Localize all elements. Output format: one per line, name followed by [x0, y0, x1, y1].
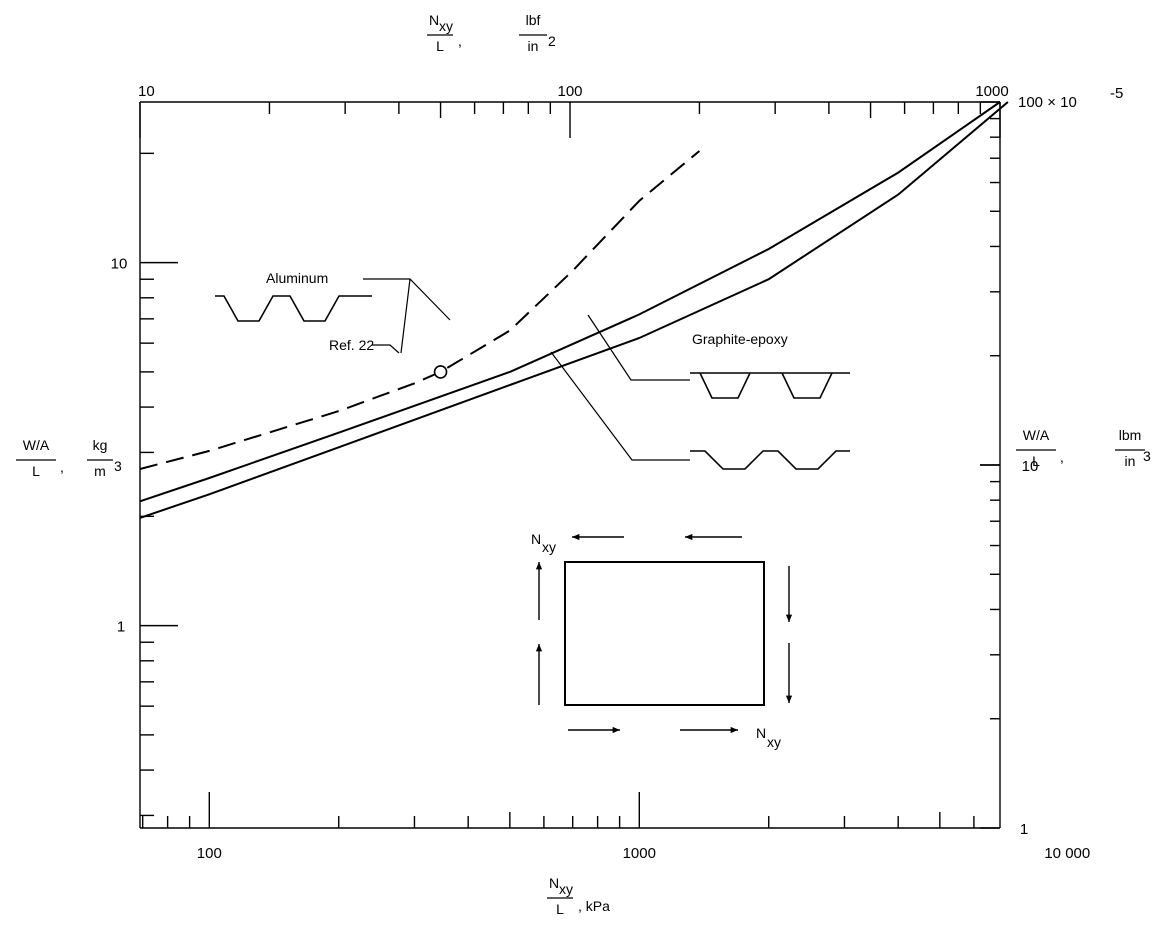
series-line-3: [139, 101, 1009, 519]
y-unit-right-num: lbm: [1119, 427, 1142, 443]
series-layer: [139, 101, 1009, 519]
shear-arrow-right-1-head: [785, 614, 793, 622]
graphite-leader-1: [587, 314, 690, 381]
right-tick-exponent: -5: [1110, 85, 1123, 102]
series-line-1: [139, 150, 701, 470]
hat-profile-2: [781, 372, 833, 399]
bottom-tick-label: 10 000: [1044, 845, 1090, 862]
x-label-top-num-sub: xy: [439, 18, 453, 34]
left-tick-label: 10: [111, 256, 128, 273]
axis-ticks: [139, 101, 1001, 829]
tick-labels: 100 1000 10 000 10 100 1000 1 10 1 10 100 × 10 -5: [111, 83, 1124, 862]
y-label-left: W/A L: [16, 437, 56, 479]
y-label-left-den: L: [32, 463, 40, 479]
x-unit-top: lbf in: [519, 12, 547, 54]
shear-arrow-top-1-head: [572, 533, 580, 541]
y-unit-left-exp: 3: [114, 458, 122, 474]
right-tick-label: 1: [1020, 821, 1028, 838]
y-label-left-comma: ,: [60, 459, 64, 475]
y-label-left-num: W/A: [23, 437, 50, 453]
ref-22-leader: [372, 344, 400, 354]
shear-panel: [564, 561, 765, 706]
right-tick-label: 100 × 10: [1018, 94, 1077, 111]
aluminum-leader-2: [400, 278, 411, 354]
y-unit-left-num: kg: [93, 437, 108, 453]
hat-profile-1: [699, 372, 751, 399]
ref-22-label: Ref. 22: [329, 337, 374, 353]
x-label-top-den: L: [436, 38, 444, 54]
x-unit-bottom: , kPa: [578, 898, 610, 914]
x-label-top-num: N: [429, 12, 439, 28]
shear-arrow-left-2-head: [535, 644, 543, 652]
shear-arrow-right-2-head: [785, 695, 793, 703]
graphite-epoxy-label: Graphite-epoxy: [692, 331, 788, 347]
shear-arrow-top-2-head: [685, 533, 693, 541]
series-line-2: [139, 101, 1001, 503]
aluminum-label: Aluminum: [266, 270, 328, 286]
y-label-right-num: W/A: [1023, 427, 1050, 443]
y-unit-right: lbm in: [1115, 427, 1145, 469]
top-tick-label: 10: [138, 83, 155, 100]
graphite-leader-2: [550, 351, 690, 461]
shear-arrow-bottom-1-head: [612, 726, 620, 734]
y-unit-left-den: m: [94, 463, 106, 479]
left-tick-label: 1: [117, 619, 125, 636]
corrugated-profile: [690, 450, 850, 470]
nxy-label-bottom-sub: xy: [767, 734, 781, 750]
y-unit-right-exp: 3: [1143, 448, 1151, 464]
x-label-bottom-den: L: [556, 901, 564, 917]
nxy-label-top-sub: xy: [542, 539, 556, 555]
aluminum-leader-1: [363, 278, 451, 321]
bottom-tick-label: 100: [197, 845, 222, 862]
x-label-top-comma: ,: [458, 33, 462, 49]
y-label-right-comma: ,: [1060, 449, 1064, 465]
x-unit-top-exp: 2: [548, 33, 556, 49]
x-label-bottom-num-sub: xy: [559, 881, 573, 897]
annotations: Aluminum Ref. 22 Graphite-epoxy: [215, 270, 850, 470]
top-tick-label: 100: [557, 83, 582, 100]
y-unit-left: kg m: [87, 437, 113, 479]
shear-arrow-bottom-2-head: [730, 726, 738, 734]
aluminum-profile: [215, 295, 372, 322]
shear-arrow-left-1-head: [535, 562, 543, 570]
x-label-bottom-num: N: [549, 875, 559, 891]
bottom-tick-label: 1000: [623, 845, 656, 862]
x-unit-top-den: in: [528, 38, 539, 54]
ref-22-marker: [433, 365, 448, 379]
y-label-right-den: L: [1032, 453, 1040, 469]
nxy-label-top: N: [531, 531, 541, 547]
y-label-right: W/A L: [1016, 427, 1056, 469]
right-tick-label: 10: [1022, 458, 1039, 475]
top-tick-label: 1000: [975, 83, 1008, 100]
x-unit-top-num: lbf: [526, 12, 541, 28]
y-unit-right-den: in: [1125, 453, 1136, 469]
nxy-label-bottom: N: [756, 725, 766, 741]
